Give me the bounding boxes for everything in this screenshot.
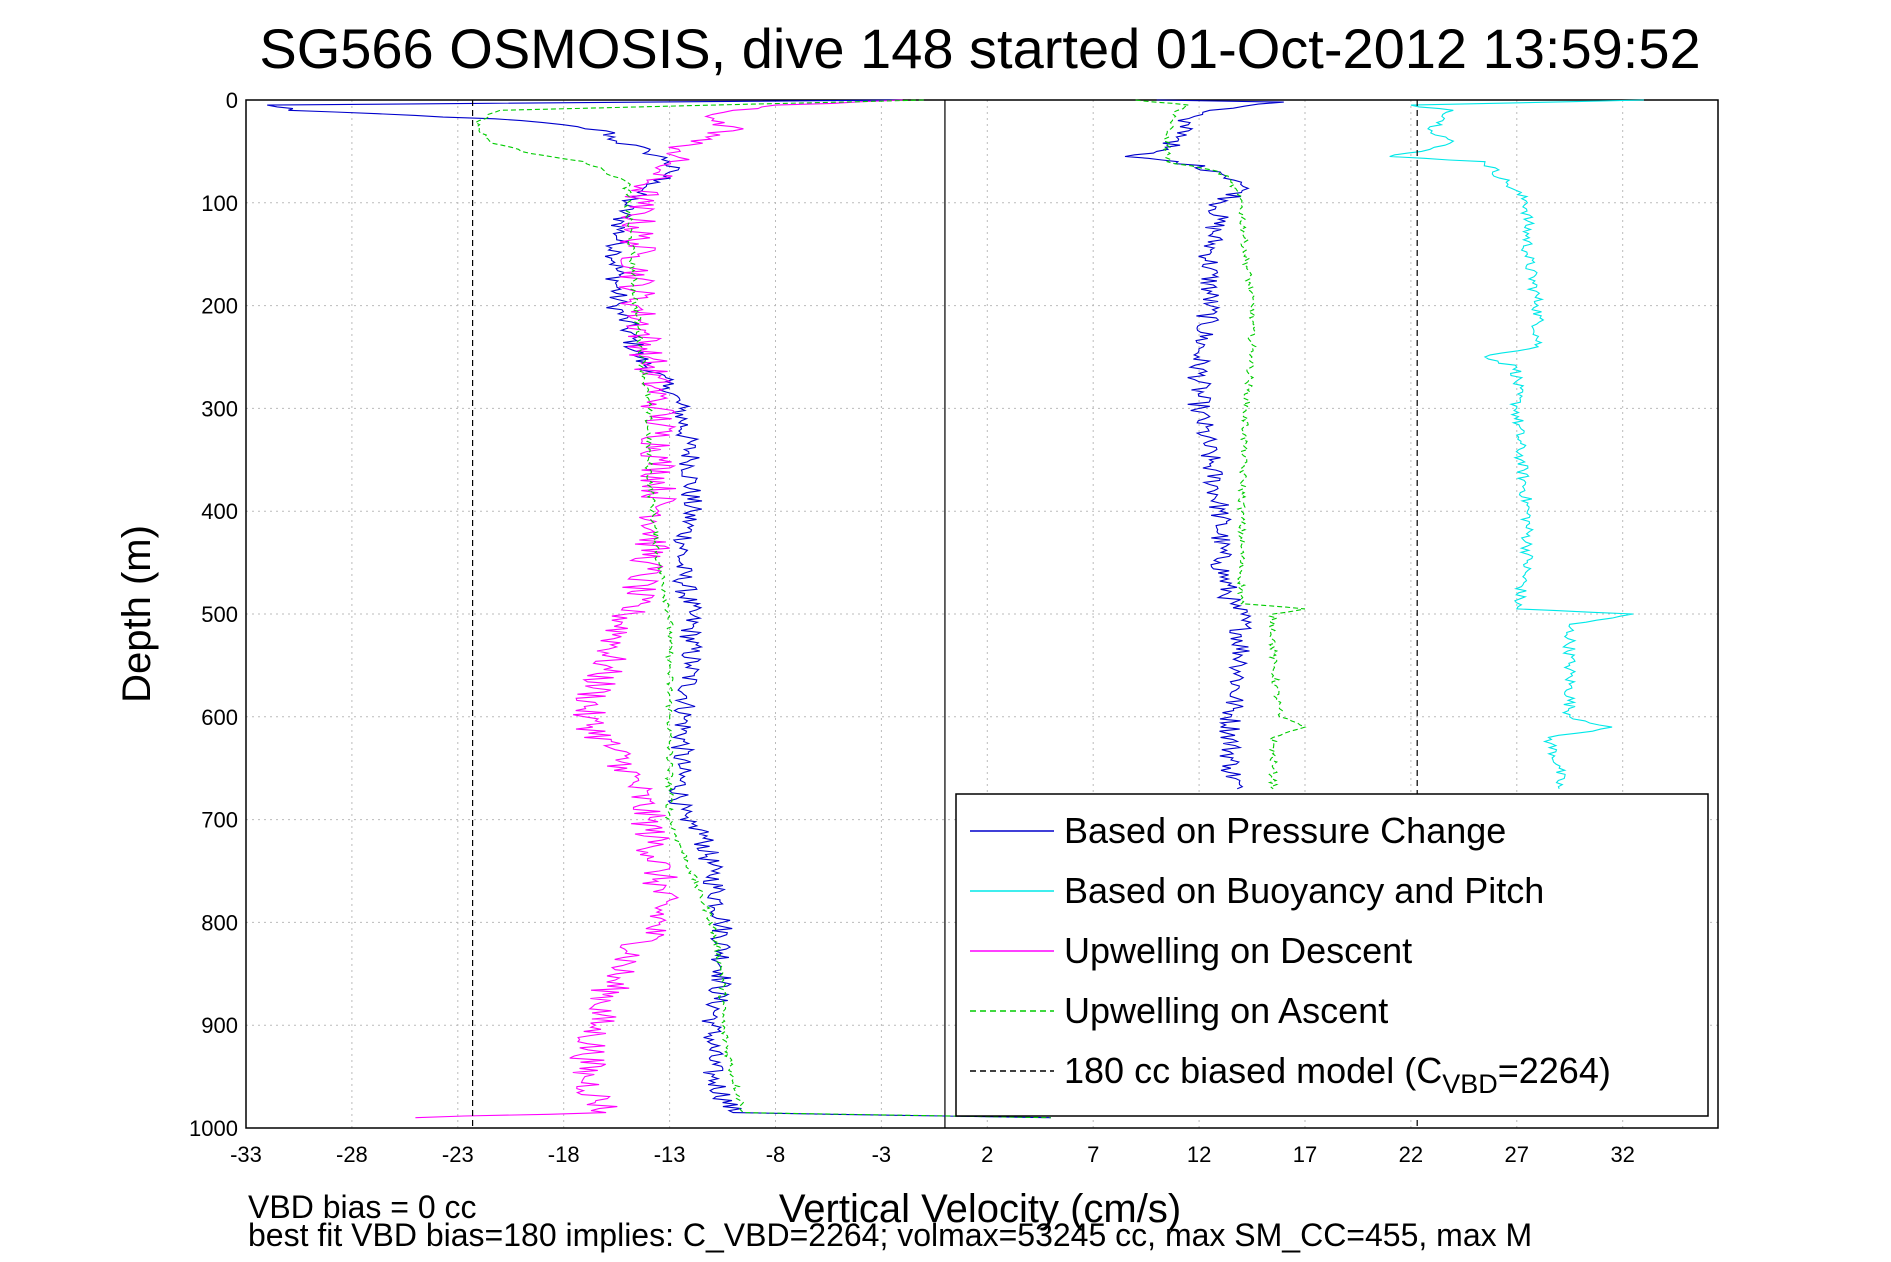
x-tick-label: -18 [548, 1142, 580, 1167]
y-tick-label: 400 [201, 499, 238, 524]
series-line-buoyancy [1389, 99, 1644, 789]
x-tick-label: 12 [1187, 1142, 1211, 1167]
x-tick-label: 17 [1293, 1142, 1317, 1167]
legend-label-pressure: Based on Pressure Change [1064, 810, 1506, 851]
legend-box [955, 793, 1709, 1117]
x-tick-label: -28 [336, 1142, 368, 1167]
x-tick-label: -13 [654, 1142, 686, 1167]
chart-title: SG566 OSMOSIS, dive 148 started 01-Oct-2… [259, 17, 1700, 80]
series-line-descent [415, 99, 903, 1119]
x-tick-label: -33 [230, 1142, 262, 1167]
y-tick-label: 900 [201, 1013, 238, 1038]
plot-frame-group [245, 99, 1719, 1129]
x-tick-label: -23 [442, 1142, 474, 1167]
y-tick-label: 300 [201, 396, 238, 421]
y-tick-label: 0 [226, 88, 238, 113]
x-tick-label: 2 [981, 1142, 993, 1167]
x-tick-label: -8 [766, 1142, 786, 1167]
plot-frame [245, 99, 1719, 1129]
x-tick-label: 7 [1087, 1142, 1099, 1167]
footnote-vbd-bias: VBD bias = 0 cc [248, 1189, 477, 1225]
y-tick-label: 500 [201, 602, 238, 627]
legend-label-model: 180 cc biased model (CVBD=2264) [1064, 1050, 1611, 1099]
x-tick-label: 32 [1610, 1142, 1634, 1167]
series-line-ascent [1135, 99, 1307, 790]
data-series [267, 99, 1644, 1128]
y-tick-label: 1000 [189, 1116, 238, 1141]
legend-label-descent: Upwelling on Descent [1064, 930, 1412, 971]
legend-label-ascent: Upwelling on Ascent [1064, 990, 1388, 1031]
legend: Based on Pressure Change Based on Buoyanc… [955, 793, 1709, 1117]
legend-label-buoyancy: Based on Buoyancy and Pitch [1064, 870, 1544, 911]
y-tick-label: 600 [201, 705, 238, 730]
series-line-pressure [1124, 99, 1284, 790]
y-tick-label: 800 [201, 910, 238, 935]
x-tick-label: 22 [1399, 1142, 1423, 1167]
y-tick-labels: 0 100 200 300 400 500 600 700 800 900 1000 [189, 88, 238, 1141]
x-axis-label: Vertical Velocity (cm/s) [779, 1187, 1181, 1231]
x-tick-labels: -33 -28 -23 -18 -13 -8 -3 2 7 12 17 22 27 32 [230, 1142, 1635, 1167]
series-line-ascent [474, 99, 1051, 1119]
x-tick-label: -3 [872, 1142, 892, 1167]
y-tick-label: 100 [201, 191, 238, 216]
y-tick-label: 200 [201, 294, 238, 319]
footnote-best-fit: best fit VBD bias=180 implies: C_VBD=226… [248, 1217, 1532, 1253]
x-tick-label: 27 [1505, 1142, 1529, 1167]
y-tick-label: 700 [201, 808, 238, 833]
y-axis-label: Depth (m) [115, 525, 159, 703]
